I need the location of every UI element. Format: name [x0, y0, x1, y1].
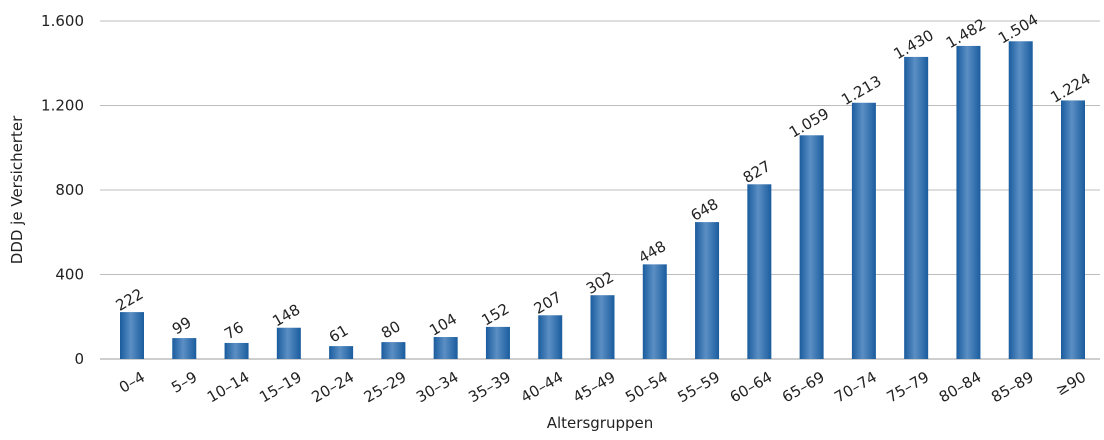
y-tick-label: 1.600 [41, 12, 84, 30]
y-axis-ticks: 0 400 800 1.200 1.600 [41, 12, 84, 368]
data-label: 302 [583, 268, 617, 298]
data-label: 648 [688, 195, 722, 225]
data-label: 148 [269, 300, 303, 330]
y-tick-label: 400 [55, 266, 84, 284]
x-tick-label: 40–44 [518, 368, 567, 406]
bar [120, 312, 144, 359]
x-tick-label: 70–74 [831, 368, 880, 406]
bar [747, 184, 772, 359]
data-label: 61 [326, 321, 352, 346]
x-tick-label: 15–19 [256, 368, 305, 406]
x-tick-label: 30–34 [413, 368, 462, 406]
x-tick-label: 20–24 [309, 368, 358, 406]
y-tick-label: 0 [74, 350, 84, 368]
x-tick-label: 5–9 [168, 368, 200, 397]
bar [904, 56, 929, 359]
bar [642, 264, 667, 359]
x-tick-label: 75–79 [884, 368, 933, 406]
data-label: 80 [378, 317, 404, 342]
bar [956, 45, 981, 360]
bar [485, 326, 510, 359]
x-tick-label: 50–54 [622, 368, 671, 406]
bar [695, 222, 720, 359]
x-tick-label: ≥90 [1053, 368, 1089, 399]
x-tick-label: 55–59 [674, 368, 723, 406]
bar [590, 295, 615, 359]
bar [1008, 41, 1033, 359]
x-tick-label: 85–89 [988, 368, 1037, 406]
x-tick-label: 45–49 [570, 368, 619, 406]
gridlines [100, 20, 1100, 360]
y-tick-label: 1.200 [41, 97, 84, 115]
y-axis-title: DDD je Versicherter [8, 115, 26, 264]
data-label: 207 [531, 288, 565, 318]
data-label: 222 [113, 285, 147, 315]
x-axis-title: Altersgruppen [547, 414, 654, 432]
bar [381, 342, 406, 359]
x-tick-label: 35–39 [465, 368, 514, 406]
y-tick-label: 800 [55, 181, 84, 199]
bar [224, 342, 249, 359]
bar [1061, 100, 1085, 360]
bar [172, 338, 197, 359]
x-tick-label: 65–69 [779, 368, 828, 406]
data-label: 827 [740, 157, 774, 187]
bar [433, 337, 458, 359]
x-tick-label: 80–84 [936, 368, 985, 406]
bars [120, 41, 1085, 360]
bar [329, 346, 354, 359]
x-tick-label: 25–29 [361, 368, 410, 406]
bar [851, 102, 876, 359]
x-tick-label: 10–14 [204, 368, 253, 406]
data-label: 99 [169, 313, 195, 338]
data-label: 152 [479, 300, 513, 330]
data-label: 104 [426, 310, 460, 340]
x-tick-label: 0–4 [116, 368, 148, 397]
x-axis-categories: 0–4 5–9 10–14 15–19 20–24 25–29 30–34 35–39 40–4… [116, 368, 1089, 406]
bar [799, 135, 824, 359]
bar [276, 327, 301, 359]
data-label: 76 [221, 318, 247, 343]
bar [538, 315, 563, 359]
x-tick-label: 60–64 [727, 368, 776, 406]
data-label: 448 [635, 237, 669, 267]
